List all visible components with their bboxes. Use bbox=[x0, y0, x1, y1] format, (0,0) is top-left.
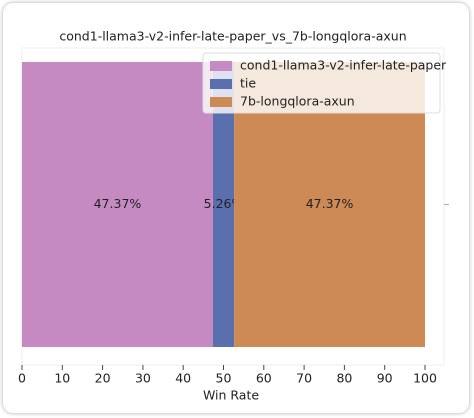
data-label: 5.26% bbox=[204, 196, 244, 211]
x-tick-label: 20 bbox=[95, 371, 111, 386]
legend-label: 7b-longqlora-axun bbox=[240, 94, 355, 109]
card: cond1-llama3-v2-infer-late-paper_vs_7b-l… bbox=[3, 3, 469, 413]
x-tick-label: 0 bbox=[18, 371, 26, 386]
legend-box bbox=[202, 52, 441, 114]
data-label: 47.37% bbox=[94, 196, 142, 211]
x-tick-label: 90 bbox=[377, 371, 393, 386]
x-tick-label: 10 bbox=[54, 371, 70, 386]
x-tick-label: 60 bbox=[256, 371, 272, 386]
x-tick-label: 30 bbox=[135, 371, 151, 386]
x-axis-label: Win Rate bbox=[203, 388, 259, 403]
x-tick-label: 70 bbox=[296, 371, 312, 386]
bar-segment bbox=[22, 62, 213, 347]
x-tick-label: 100 bbox=[413, 371, 437, 386]
data-label: 47.37% bbox=[306, 196, 354, 211]
x-tick-label: 40 bbox=[175, 371, 191, 386]
legend-swatch bbox=[210, 97, 232, 107]
x-tick-label: 50 bbox=[216, 371, 232, 386]
legend-swatch bbox=[210, 79, 232, 89]
x-tick-label: 80 bbox=[336, 371, 352, 386]
chart-title: cond1-llama3-v2-infer-late-paper_vs_7b-l… bbox=[59, 29, 406, 44]
legend-swatch bbox=[210, 61, 232, 71]
legend-label: cond1-llama3-v2-infer-late-paper bbox=[240, 58, 447, 73]
bar-segment bbox=[212, 62, 235, 347]
chart: cond1-llama3-v2-infer-late-paper_vs_7b-l… bbox=[18, 29, 449, 403]
legend-label: tie bbox=[240, 76, 256, 91]
